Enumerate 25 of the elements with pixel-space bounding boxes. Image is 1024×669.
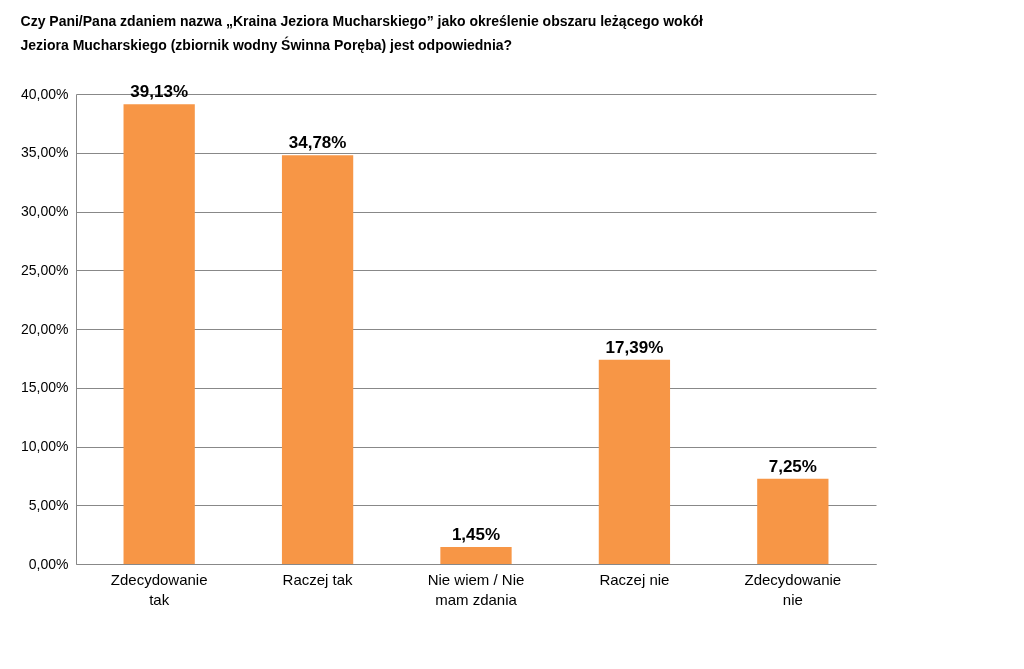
y-tick-label: 25,00% (21, 261, 69, 278)
bar (281, 155, 354, 564)
x-tick-label: Raczej nie (599, 570, 670, 588)
y-tick-label: 5,00% (28, 496, 69, 513)
y-tick-label: 30,00% (21, 203, 69, 219)
y-tick-label: 40,00% (21, 85, 69, 102)
y-tick-label: 10,00% (21, 438, 69, 454)
bar (598, 359, 671, 564)
data-label: 7,25% (768, 456, 817, 476)
x-tick-label: Zdecydowanie tak (110, 570, 208, 608)
data-label: 34,78% (288, 133, 347, 153)
data-label: 17,39% (605, 337, 664, 357)
y-tick-label: 15,00% (21, 379, 69, 396)
x-tick-label: Raczej tak (282, 570, 354, 588)
data-label: 1,45% (451, 524, 501, 544)
bar (757, 478, 829, 564)
bar (123, 104, 195, 564)
y-tick-label: 0,00% (28, 555, 69, 572)
y-tick-label: 35,00% (21, 144, 69, 161)
bar (440, 546, 512, 564)
chart-title: Czy Pani/Pana zdaniem nazwa „Kraina Jeziora Mucharskiego” jako określenie obszaru leżącego wokół Jeziora Mucharskiego (zbiornik wodny Świnna Poręba) jest odpowiednia? (20, 13, 703, 54)
x-tick-label: Nie wiem / Nie mam zdania (427, 570, 525, 608)
x-tick-label: Zdecydowanie nie (744, 570, 842, 608)
data-label: 39,13% (130, 82, 188, 102)
y-tick-label: 20,00% (21, 320, 69, 337)
